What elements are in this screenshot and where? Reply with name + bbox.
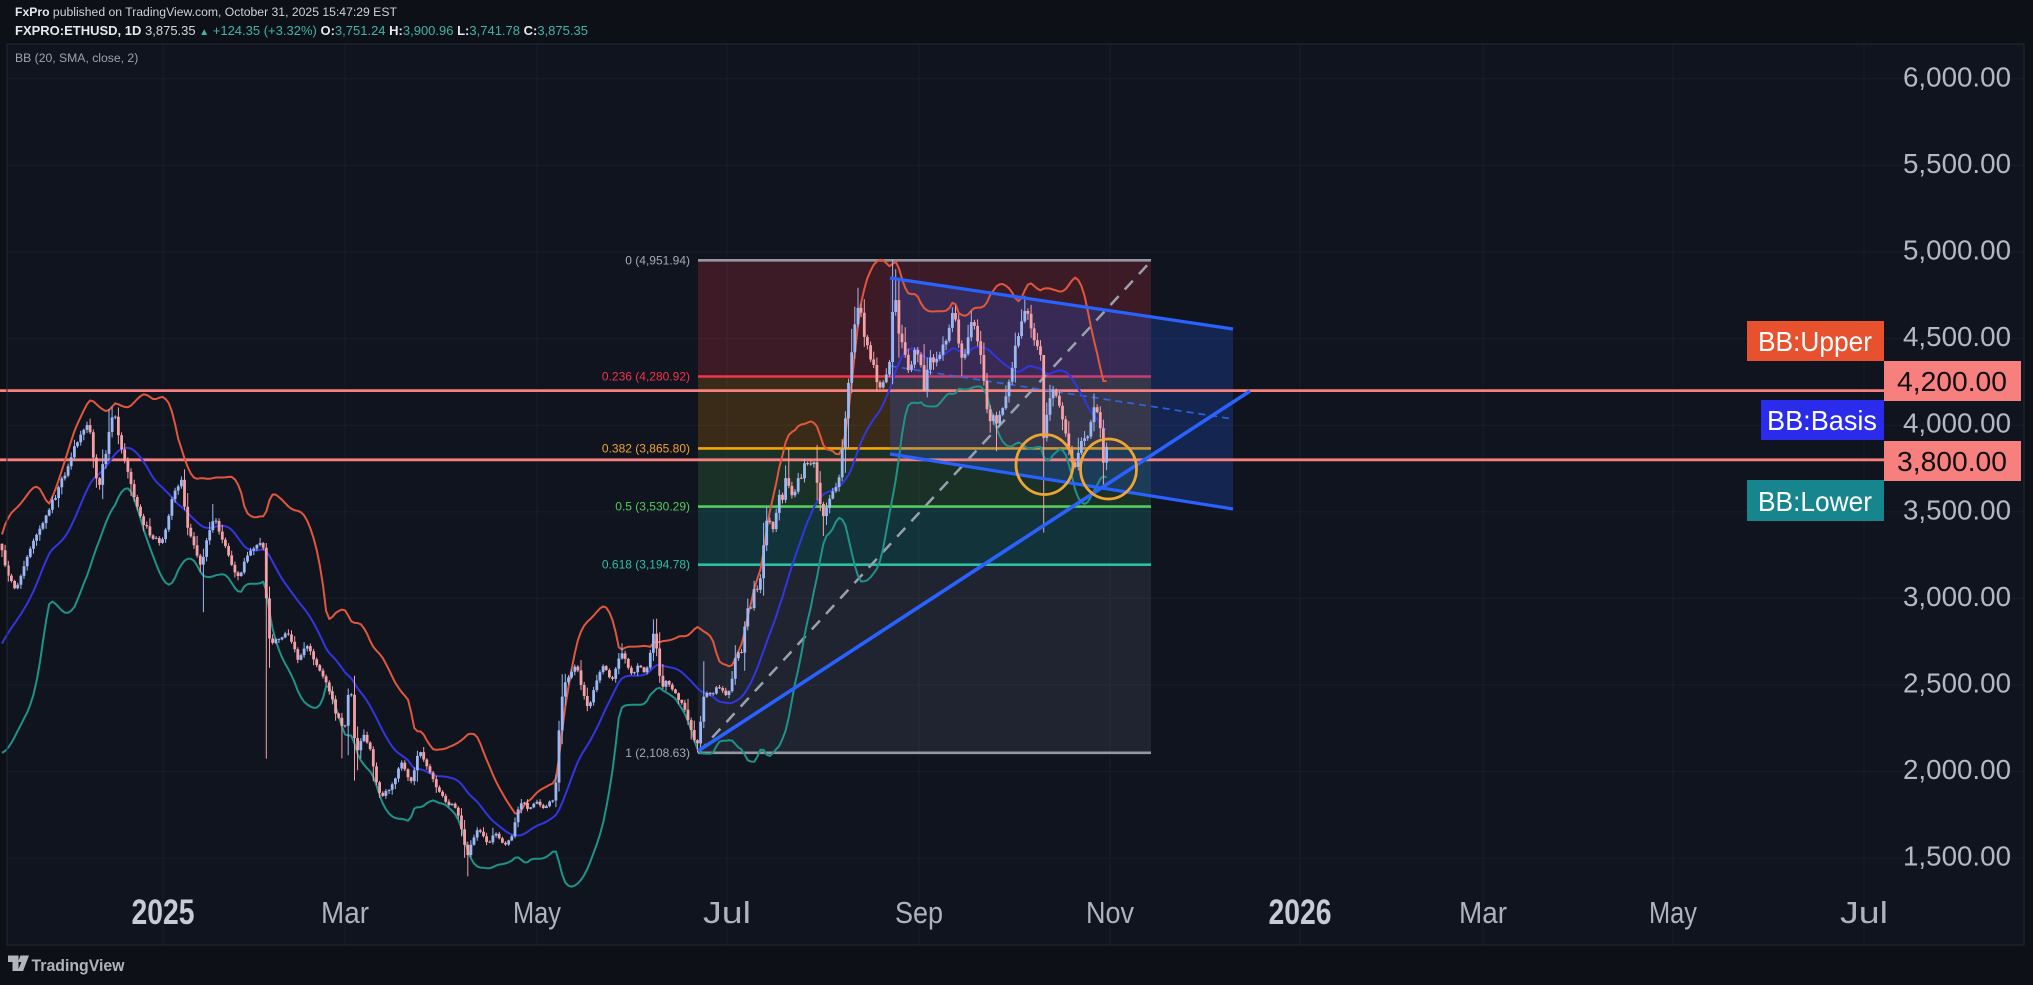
svg-text:0.5 (3,530.29): 0.5 (3,530.29)	[615, 500, 690, 514]
svg-text:4,000.00: 4,000.00	[1903, 408, 2011, 439]
svg-text:BB:Upper: BB:Upper	[1758, 326, 1872, 357]
svg-text:3,800.00: 3,800.00	[1897, 446, 2007, 477]
svg-text:BB:Lower: BB:Lower	[1758, 486, 1872, 517]
svg-text:2,500.00: 2,500.00	[1903, 668, 2011, 699]
svg-text:0.382 (3,865.80): 0.382 (3,865.80)	[602, 441, 690, 455]
svg-text:BB (20, SMA, close, 2): BB (20, SMA, close, 2)	[15, 51, 138, 65]
svg-text:0.618 (3,194.78): 0.618 (3,194.78)	[602, 558, 690, 572]
svg-text:5,500.00: 5,500.00	[1903, 148, 2011, 179]
svg-text:Nov: Nov	[1086, 895, 1134, 930]
svg-text:3,500.00: 3,500.00	[1903, 494, 2011, 525]
svg-text:0 (4,951.94): 0 (4,951.94)	[625, 253, 690, 267]
svg-text:2,000.00: 2,000.00	[1903, 754, 2011, 785]
svg-text:6,000.00: 6,000.00	[1903, 61, 2011, 92]
svg-text:May: May	[1649, 895, 1697, 930]
svg-text:4,200.00: 4,200.00	[1897, 366, 2007, 397]
svg-text:3,000.00: 3,000.00	[1903, 581, 2011, 612]
svg-text:2026: 2026	[1269, 893, 1332, 932]
svg-text:Jul: Jul	[703, 895, 751, 930]
svg-text:Sep: Sep	[895, 895, 943, 930]
svg-text:TradingView: TradingView	[32, 956, 126, 975]
svg-text:Mar: Mar	[321, 895, 369, 930]
svg-text:0.236 (4,280.92): 0.236 (4,280.92)	[602, 370, 690, 384]
svg-text:4,500.00: 4,500.00	[1903, 321, 2011, 352]
svg-text:BB:Basis: BB:Basis	[1767, 405, 1877, 436]
svg-text:Mar: Mar	[1459, 895, 1507, 930]
svg-text:May: May	[513, 895, 561, 930]
svg-text:1 (2,108.63): 1 (2,108.63)	[625, 746, 690, 760]
svg-text:5,000.00: 5,000.00	[1903, 235, 2011, 266]
svg-text:2025: 2025	[132, 893, 195, 932]
svg-text:1,500.00: 1,500.00	[1903, 841, 2011, 872]
svg-text:Jul: Jul	[1840, 895, 1888, 930]
